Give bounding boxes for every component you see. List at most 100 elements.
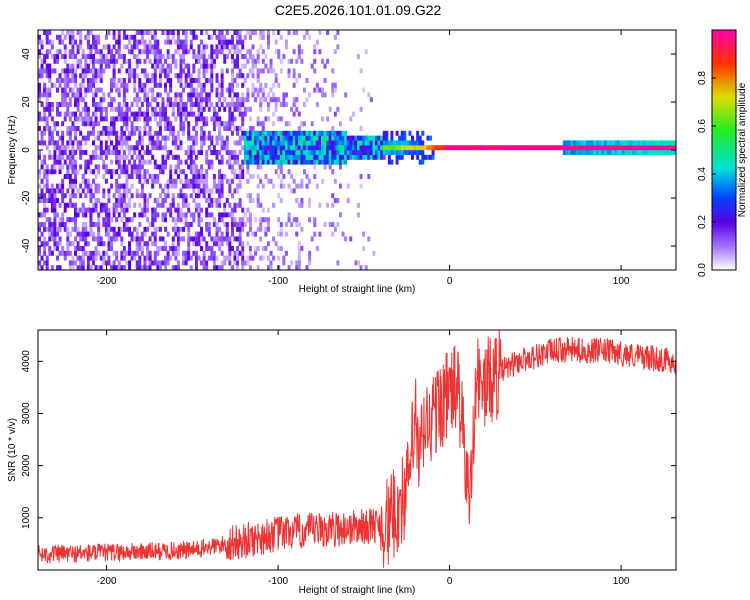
heatmap-cell <box>259 236 263 242</box>
heatmap-cell <box>48 193 52 199</box>
heatmap-cell <box>171 183 175 189</box>
heatmap-cell <box>169 169 173 175</box>
heatmap-cell <box>130 255 134 261</box>
heatmap-cell <box>192 241 196 247</box>
colorbar-ticks: 0.00.20.40.60.8 <box>697 71 716 277</box>
heatmap-cell <box>228 82 232 88</box>
heatmap-cell <box>192 135 196 141</box>
heatmap-cell <box>248 246 252 251</box>
heatmap-cell <box>140 207 144 213</box>
heatmap-cell <box>138 58 142 64</box>
heatmap-cell <box>138 87 142 93</box>
heatmap-cell <box>302 169 306 175</box>
heatmap-cell <box>102 164 106 170</box>
heatmap-cell <box>68 68 72 74</box>
heatmap-cell <box>302 135 306 141</box>
heatmap-cell <box>246 130 250 136</box>
heatmap-cell <box>398 145 402 151</box>
heatmap-cell <box>99 130 103 136</box>
heatmap-cell <box>48 39 52 45</box>
heatmap-cell <box>220 231 224 237</box>
heatmap-cell <box>89 183 93 189</box>
heatmap-cell <box>421 140 425 146</box>
heatmap-cell <box>102 92 106 98</box>
heatmap-cell <box>236 188 240 194</box>
heatmap-cell <box>323 140 327 146</box>
heatmap-cell <box>282 130 286 136</box>
heatmap-cell <box>318 231 322 237</box>
heatmap-cell <box>61 121 65 127</box>
heatmap-cell <box>143 121 147 127</box>
heatmap-cell <box>266 265 270 270</box>
heatmap-cell <box>104 207 108 213</box>
heatmap-cell <box>128 63 132 69</box>
heatmap-cell <box>251 87 255 93</box>
heatmap-cell <box>107 260 111 266</box>
heatmap-cell <box>143 150 147 155</box>
heatmap-cell <box>174 154 178 160</box>
heatmap-cell <box>104 130 108 136</box>
heatmap-cell <box>161 159 165 165</box>
heatmap-cell <box>207 202 211 208</box>
heatmap-cell <box>179 58 183 64</box>
heatmap-cell <box>38 34 41 40</box>
heatmap-cell <box>148 58 152 64</box>
heatmap-cell <box>284 145 288 151</box>
heatmap-cell <box>621 145 625 151</box>
heatmap-cell <box>382 145 386 151</box>
heatmap-cell <box>501 145 505 151</box>
heatmap-cell <box>241 255 245 261</box>
heatmap-cell <box>94 58 98 64</box>
heatmap-cell <box>475 145 479 151</box>
heatmap-cell <box>120 202 124 208</box>
heatmap-cell <box>138 126 142 131</box>
heatmap-cell <box>241 159 245 165</box>
heatmap-cell <box>158 73 162 79</box>
heatmap-cell <box>38 126 41 131</box>
heatmap-cell <box>89 188 93 194</box>
heatmap-cell <box>220 178 224 184</box>
heatmap-cell <box>146 198 150 203</box>
heatmap-cell <box>169 183 173 189</box>
heatmap-cell <box>274 49 278 55</box>
heatmap-cell <box>236 183 240 189</box>
heatmap-cell <box>248 159 252 165</box>
heatmap-cell <box>146 116 150 122</box>
heatmap-cell <box>135 145 139 151</box>
heatmap-cell <box>246 106 250 112</box>
heatmap-cell <box>207 135 211 141</box>
heatmap-cell <box>166 150 170 155</box>
heatmap-cell <box>248 255 252 261</box>
heatmap-cell <box>200 188 204 194</box>
heatmap-cell <box>164 265 168 270</box>
heatmap-cell <box>92 260 95 266</box>
heatmap-cell <box>287 68 291 74</box>
heatmap-cell <box>344 92 348 98</box>
heatmap-cell <box>115 255 119 261</box>
heatmap-cell <box>246 217 250 223</box>
heatmap-cell <box>122 150 126 155</box>
heatmap-cell <box>220 39 224 45</box>
heatmap-cell <box>151 145 155 151</box>
heatmap-cell <box>220 44 224 50</box>
heatmap-cell <box>282 54 286 59</box>
heatmap-cell <box>38 87 41 93</box>
heatmap-cell <box>128 260 132 266</box>
heatmap-cell <box>313 150 317 155</box>
heatmap-cell <box>179 207 183 213</box>
heatmap-cell <box>668 145 672 151</box>
heatmap-cell <box>233 222 237 227</box>
heatmap-cell <box>279 58 283 64</box>
heatmap-cell <box>110 58 114 64</box>
heatmap-cell <box>591 150 595 155</box>
heatmap-cell <box>133 255 137 261</box>
heatmap-cell <box>89 154 93 160</box>
heatmap-cell <box>66 246 70 251</box>
heatmap-cell <box>40 188 44 194</box>
heatmap-cell <box>372 154 376 160</box>
heatmap-cell <box>233 44 237 50</box>
heatmap-cell <box>50 135 54 141</box>
heatmap-cell <box>238 68 242 74</box>
heatmap-cell <box>117 265 121 270</box>
heatmap-cell <box>148 255 152 261</box>
